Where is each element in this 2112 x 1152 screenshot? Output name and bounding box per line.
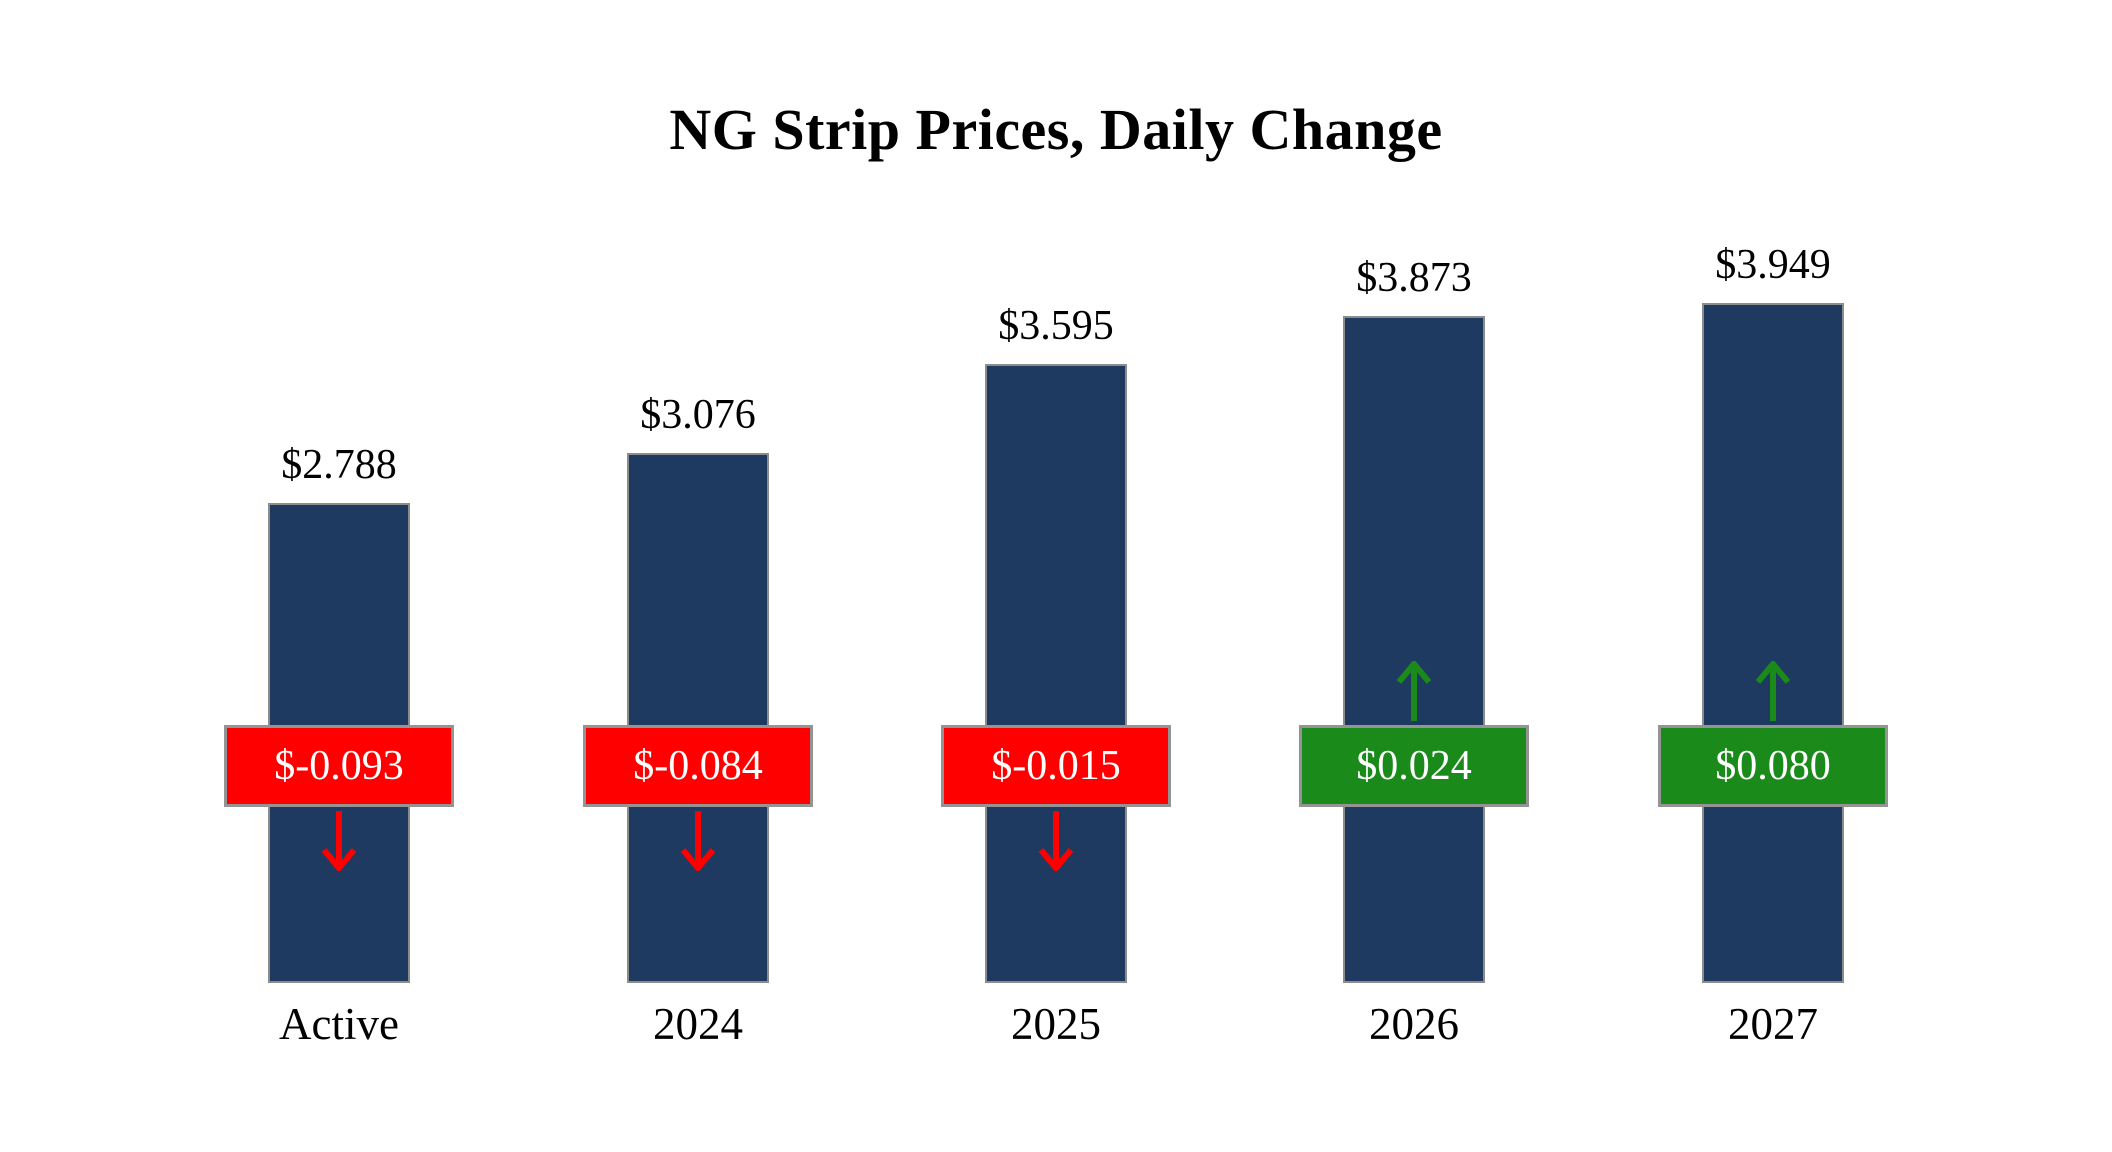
category-label: 2026 — [1369, 999, 1459, 1049]
bar-2024 — [627, 453, 769, 983]
chart-title: NG Strip Prices, Daily Change — [669, 97, 1443, 162]
change-badge: $-0.084 — [583, 725, 813, 807]
category-label: Active — [279, 999, 399, 1049]
down-arrow-icon — [1034, 809, 1078, 876]
change-badge: $0.080 — [1658, 725, 1888, 807]
price-label: $3.873 — [1356, 255, 1472, 301]
bar-2027 — [1702, 303, 1844, 983]
down-arrow-icon — [676, 809, 720, 876]
down-arrow-icon — [317, 809, 361, 876]
price-label: $3.595 — [998, 303, 1114, 349]
price-label: $2.788 — [281, 442, 397, 488]
price-label: $3.076 — [640, 392, 756, 438]
category-label: 2024 — [653, 999, 743, 1049]
change-badge: $0.024 — [1299, 725, 1529, 807]
change-badge: $-0.015 — [941, 725, 1171, 807]
change-badge: $-0.093 — [224, 725, 454, 807]
up-arrow-icon — [1751, 659, 1795, 728]
bar-2026 — [1343, 316, 1485, 983]
price-label: $3.949 — [1715, 242, 1831, 288]
category-label: 2025 — [1011, 999, 1101, 1049]
bar-2025 — [985, 364, 1127, 983]
category-label: 2027 — [1728, 999, 1818, 1049]
up-arrow-icon — [1392, 659, 1436, 728]
